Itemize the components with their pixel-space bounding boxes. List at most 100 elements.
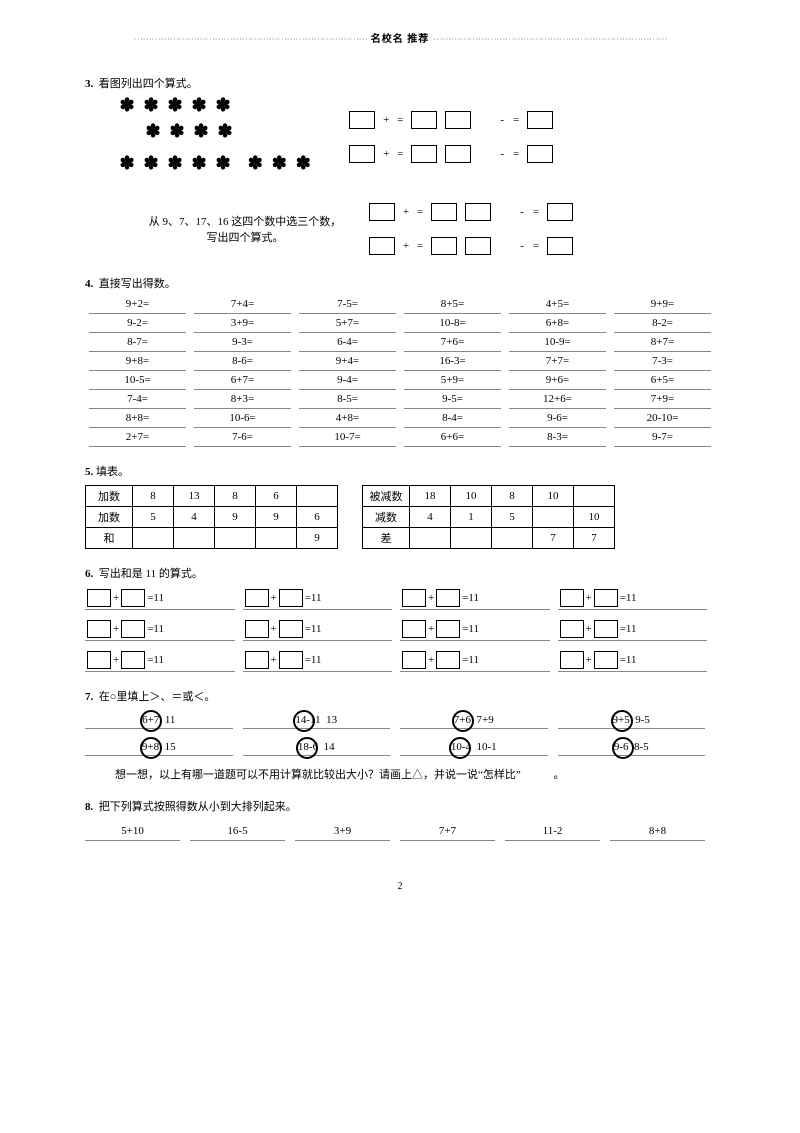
q4-cell: 9-5= — [404, 390, 501, 409]
input-box[interactable] — [369, 237, 395, 255]
q7-cell: 10-4 10-1 — [400, 737, 548, 756]
table-cell[interactable]: 10 — [451, 486, 492, 507]
circle-input[interactable] — [449, 737, 471, 759]
input-box[interactable] — [245, 589, 269, 607]
table-label: 差 — [363, 528, 410, 549]
table-cell[interactable]: 8 — [492, 486, 533, 507]
input-box[interactable] — [594, 589, 618, 607]
input-box[interactable] — [436, 651, 460, 669]
table-cell[interactable]: 9 — [297, 528, 338, 549]
q3-equations-top: +=-= +=-= — [345, 107, 557, 167]
table-cell[interactable]: 6 — [256, 486, 297, 507]
q4-cell: 6+8= — [509, 314, 606, 333]
input-box[interactable] — [369, 203, 395, 221]
input-box[interactable] — [594, 651, 618, 669]
q6-cell: +=11 — [558, 649, 708, 672]
table-cell[interactable] — [174, 528, 215, 549]
input-box[interactable] — [245, 620, 269, 638]
q6-grid: +=11+=11+=11+=11+=11+=11+=11+=11+=11+=11… — [85, 587, 715, 672]
input-box[interactable] — [402, 620, 426, 638]
table-cell[interactable]: 13 — [174, 486, 215, 507]
table-cell[interactable]: 9 — [215, 507, 256, 528]
input-box[interactable] — [465, 237, 491, 255]
table-cell[interactable] — [451, 528, 492, 549]
q4-cell: 8+7= — [614, 333, 711, 352]
q4-title: 直接写出得数。 — [99, 278, 176, 290]
input-box[interactable] — [121, 651, 145, 669]
q4-cell: 9+6= — [509, 371, 606, 390]
q4-cell: 8-2= — [614, 314, 711, 333]
input-box[interactable] — [349, 111, 375, 129]
table-cell[interactable]: 4 — [174, 507, 215, 528]
table-cell[interactable]: 7 — [574, 528, 615, 549]
table-cell[interactable] — [533, 507, 574, 528]
table-cell[interactable]: 6 — [297, 507, 338, 528]
input-box[interactable] — [121, 620, 145, 638]
input-box[interactable] — [349, 145, 375, 163]
table-cell[interactable]: 9 — [256, 507, 297, 528]
input-box[interactable] — [445, 111, 471, 129]
q6-cell: +=11 — [243, 649, 393, 672]
input-box[interactable] — [594, 620, 618, 638]
table-cell[interactable] — [492, 528, 533, 549]
input-box[interactable] — [411, 145, 437, 163]
table-cell[interactable] — [215, 528, 256, 549]
q8-cell: 16-5 — [190, 822, 285, 841]
input-box[interactable] — [431, 203, 457, 221]
input-box[interactable] — [560, 651, 584, 669]
input-box[interactable] — [547, 203, 573, 221]
circle-input[interactable] — [612, 737, 634, 759]
circle-input[interactable] — [611, 710, 633, 732]
input-box[interactable] — [411, 111, 437, 129]
q4-cell: 5+7= — [299, 314, 396, 333]
input-box[interactable] — [402, 651, 426, 669]
input-box[interactable] — [279, 651, 303, 669]
table-cell[interactable]: 18 — [410, 486, 451, 507]
table-cell[interactable]: 5 — [492, 507, 533, 528]
q8-title: 把下列算式按照得数从小到大排列起来。 — [99, 801, 297, 813]
circle-input[interactable] — [140, 710, 162, 732]
input-box[interactable] — [527, 111, 553, 129]
input-box[interactable] — [431, 237, 457, 255]
input-box[interactable] — [87, 589, 111, 607]
input-box[interactable] — [465, 203, 491, 221]
input-box[interactable] — [527, 145, 553, 163]
q4-cell: 3+9= — [194, 314, 291, 333]
input-box[interactable] — [279, 589, 303, 607]
table-cell[interactable]: 10 — [574, 507, 615, 528]
question-3: 3. 看图列出四个算式。 ✽✽✽✽✽ ✽✽✽✽ ✽✽✽✽✽ ✽✽✽ +=-= +… — [85, 75, 715, 259]
table-cell[interactable] — [410, 528, 451, 549]
circle-input[interactable] — [296, 737, 318, 759]
circle-input[interactable] — [140, 737, 162, 759]
circle-input[interactable] — [452, 710, 474, 732]
input-box[interactable] — [547, 237, 573, 255]
q4-cell: 9+8= — [89, 352, 186, 371]
q7-cell: 6+7 11 — [85, 710, 233, 729]
input-box[interactable] — [87, 651, 111, 669]
input-box[interactable] — [560, 620, 584, 638]
input-box[interactable] — [121, 589, 145, 607]
table-label: 被减数 — [363, 486, 410, 507]
circle-input[interactable] — [293, 710, 315, 732]
table-cell[interactable] — [256, 528, 297, 549]
input-box[interactable] — [436, 620, 460, 638]
table-cell[interactable] — [574, 486, 615, 507]
table-cell[interactable]: 8 — [215, 486, 256, 507]
table-cell[interactable]: 5 — [133, 507, 174, 528]
table-cell[interactable]: 1 — [451, 507, 492, 528]
table-cell[interactable] — [133, 528, 174, 549]
input-box[interactable] — [245, 651, 269, 669]
input-box[interactable] — [445, 145, 471, 163]
input-box[interactable] — [87, 620, 111, 638]
input-box[interactable] — [279, 620, 303, 638]
table-cell[interactable]: 7 — [533, 528, 574, 549]
input-box[interactable] — [402, 589, 426, 607]
table-cell[interactable]: 4 — [410, 507, 451, 528]
table-cell[interactable] — [297, 486, 338, 507]
header: ⋯⋯⋯⋯⋯⋯⋯⋯⋯⋯⋯⋯⋯⋯⋯⋯⋯⋯⋯⋯⋯⋯⋯⋯⋯⋯ 名校名 推荐 ⋯⋯⋯⋯⋯⋯… — [85, 30, 715, 45]
table-cell[interactable]: 8 — [133, 486, 174, 507]
input-box[interactable] — [436, 589, 460, 607]
q7-cell: 7+6 7+9 — [400, 710, 548, 729]
input-box[interactable] — [560, 589, 584, 607]
table-cell[interactable]: 10 — [533, 486, 574, 507]
